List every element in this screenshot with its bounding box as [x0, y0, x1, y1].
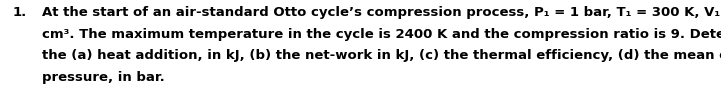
Text: 1.: 1. — [13, 6, 27, 19]
Text: At the start of an air-standard Otto cycle’s compression process, P₁ = 1 bar, T₁: At the start of an air-standard Otto cyc… — [42, 6, 721, 19]
Text: cm³. The maximum temperature in the cycle is 2400 K and the compression ratio is: cm³. The maximum temperature in the cycl… — [42, 28, 721, 41]
Text: pressure, in bar.: pressure, in bar. — [42, 71, 164, 84]
Text: the (a) heat addition, in kJ, (b) the net-work in kJ, (c) the thermal efficiency: the (a) heat addition, in kJ, (b) the ne… — [42, 49, 721, 62]
